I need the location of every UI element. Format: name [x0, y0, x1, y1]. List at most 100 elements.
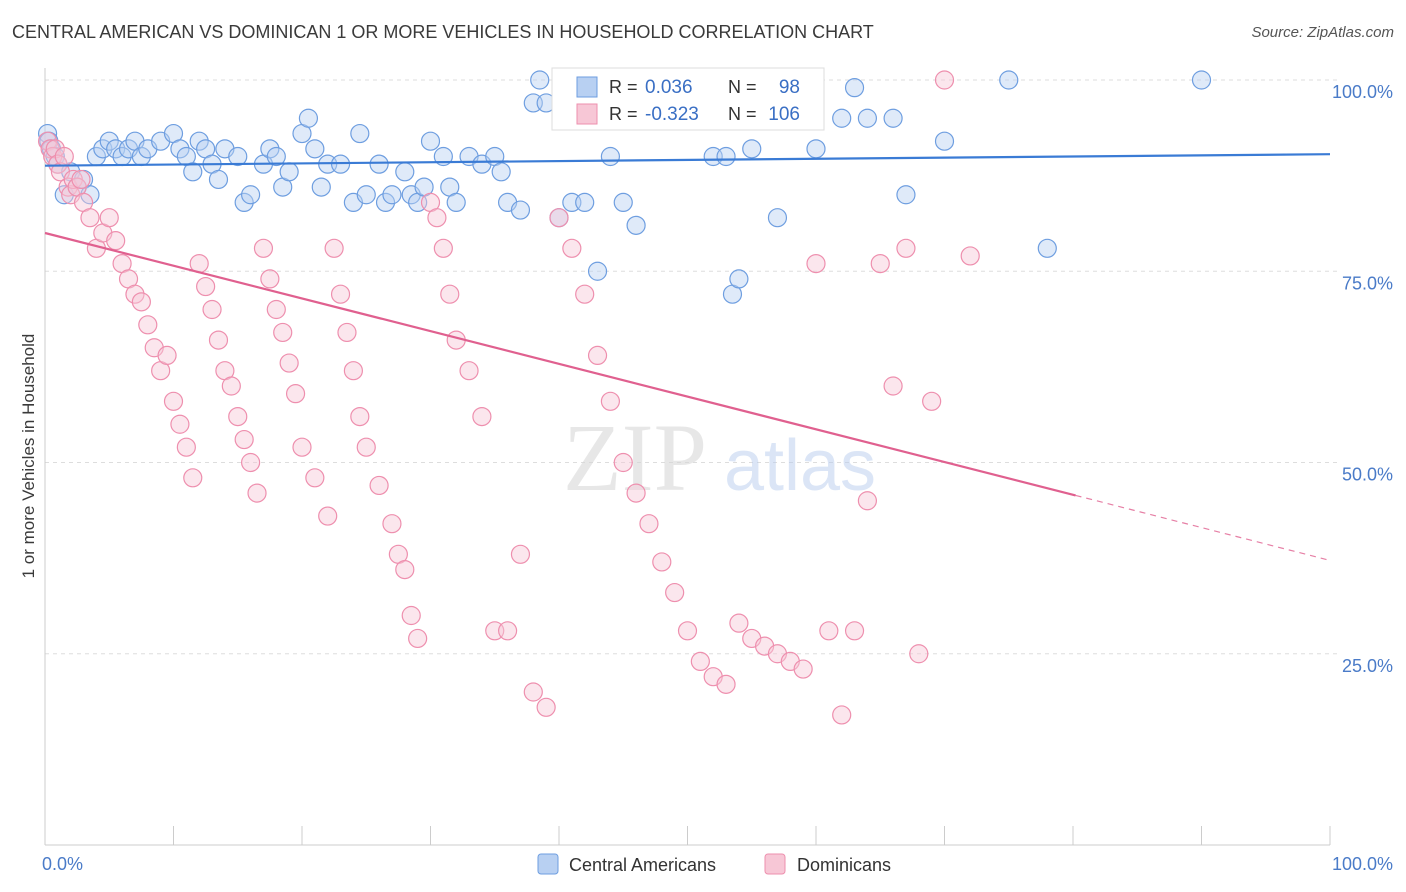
- dominican-point: [549, 208, 569, 228]
- central-american-swatch: [576, 76, 598, 98]
- tick-labels: 25.0% 50.0% 75.0% 100.0% 0.0% 100.0%: [42, 82, 1393, 874]
- dominican-point: [318, 506, 338, 526]
- central-american-point: [716, 146, 736, 167]
- dominican-point: [350, 407, 370, 427]
- central-american-point: [613, 192, 633, 212]
- central-american-point: [99, 131, 119, 151]
- y-tick-label: 25.0%: [1342, 656, 1393, 676]
- dominican-point: [677, 621, 698, 641]
- dominican-point: [196, 276, 216, 297]
- dominican-point: [285, 384, 306, 404]
- data-points: [37, 70, 1212, 725]
- dominican-point: [202, 299, 222, 320]
- central-american-point: [311, 177, 331, 197]
- dominican-point: [260, 269, 280, 289]
- dominican-point: [266, 299, 286, 320]
- central-american-point: [241, 185, 261, 205]
- dominican-point: [806, 254, 826, 274]
- dominican-point: [433, 238, 453, 258]
- central-american-point: [350, 123, 370, 144]
- dominican-point: [369, 475, 389, 496]
- trend-lines: [44, 153, 1331, 562]
- legend-label-dominicans[interactable]: Dominicans: [797, 855, 891, 875]
- central-american-point: [742, 139, 762, 159]
- watermark: ZIP atlas: [563, 404, 876, 511]
- dominican-point: [228, 407, 248, 427]
- source-label: Source: ZipAtlas.com: [1251, 24, 1394, 41]
- central-american-point: [356, 185, 376, 205]
- n-label: N =: [728, 104, 757, 124]
- central-american-point: [369, 154, 389, 174]
- dominican-trend-extension: [1075, 494, 1331, 562]
- dominican-point: [305, 468, 325, 488]
- dominican-point: [170, 414, 190, 434]
- central-american-point: [1037, 238, 1057, 258]
- n-label: N =: [728, 77, 757, 97]
- central-american-point: [234, 192, 254, 212]
- dominican-point: [382, 514, 402, 534]
- central-american-point: [260, 139, 280, 159]
- dominican-point: [395, 559, 415, 580]
- dominican-point: [131, 292, 151, 312]
- central-american-point: [183, 162, 203, 182]
- central-american-point: [446, 192, 466, 212]
- dominican-point: [523, 682, 543, 702]
- dominican-point: [690, 651, 710, 672]
- dominican-point: [401, 605, 421, 626]
- dominican-point: [253, 238, 274, 258]
- central-american-point: [844, 78, 865, 98]
- dominican-point: [324, 238, 344, 258]
- legend-swatch-dominicans[interactable]: [764, 853, 786, 875]
- dominican-point: [54, 146, 74, 167]
- central-american-point: [729, 269, 749, 289]
- dominican-point: [125, 284, 145, 304]
- dominican-point: [870, 254, 890, 274]
- series-legend: Central Americans Dominicans: [537, 853, 891, 875]
- dominican-point: [292, 437, 312, 457]
- dominican-point: [587, 345, 608, 365]
- y-tick-label: 100.0%: [1332, 82, 1393, 102]
- central-american-point: [934, 131, 955, 151]
- legend-label-central-americans[interactable]: Central Americans: [569, 855, 716, 875]
- dominican-point: [208, 330, 229, 350]
- central-american-point: [832, 108, 852, 128]
- central-american-point: [266, 146, 286, 167]
- dominican-point: [510, 544, 531, 564]
- dominican-point: [909, 644, 929, 664]
- y-tick-label: 50.0%: [1342, 465, 1393, 485]
- central-american-point: [857, 108, 878, 128]
- central-american-point: [510, 200, 531, 220]
- central-american-trend-line: [44, 153, 1331, 167]
- central-american-point: [228, 146, 248, 167]
- dominican-point: [536, 697, 556, 717]
- dominican-point: [665, 582, 685, 603]
- n-value: 98: [779, 77, 800, 98]
- central-american-point: [806, 139, 826, 159]
- central-american-point: [575, 192, 595, 212]
- dominican-point: [241, 452, 261, 473]
- central-american-point: [883, 108, 903, 128]
- dominican-point: [99, 208, 119, 228]
- dominican-point: [440, 284, 460, 304]
- dominican-point: [247, 483, 267, 503]
- dominican-point: [157, 345, 177, 365]
- central-american-point: [375, 192, 396, 212]
- central-american-point: [382, 185, 402, 205]
- r-value: 0.036: [645, 77, 693, 98]
- dominican-point: [639, 514, 659, 534]
- stats-legend: R = 0.036 N = 98 R = -0.323 N = 106: [551, 67, 825, 131]
- dominican-point: [498, 621, 518, 641]
- dominican-point: [613, 452, 633, 473]
- dominican-point: [896, 238, 916, 258]
- dominican-point: [793, 659, 813, 679]
- dominican-point: [71, 169, 91, 190]
- x-tick-label: 100.0%: [1332, 854, 1393, 874]
- central-american-point: [37, 123, 58, 144]
- central-american-point: [208, 169, 229, 190]
- r-label: R =: [609, 77, 638, 97]
- legend-swatch-central-americans[interactable]: [537, 853, 559, 875]
- dominican-point: [472, 407, 492, 427]
- y-axis-label: 1 or more Vehicles in Household: [19, 334, 38, 579]
- dominican-point: [279, 353, 299, 373]
- dominican-point: [652, 552, 672, 572]
